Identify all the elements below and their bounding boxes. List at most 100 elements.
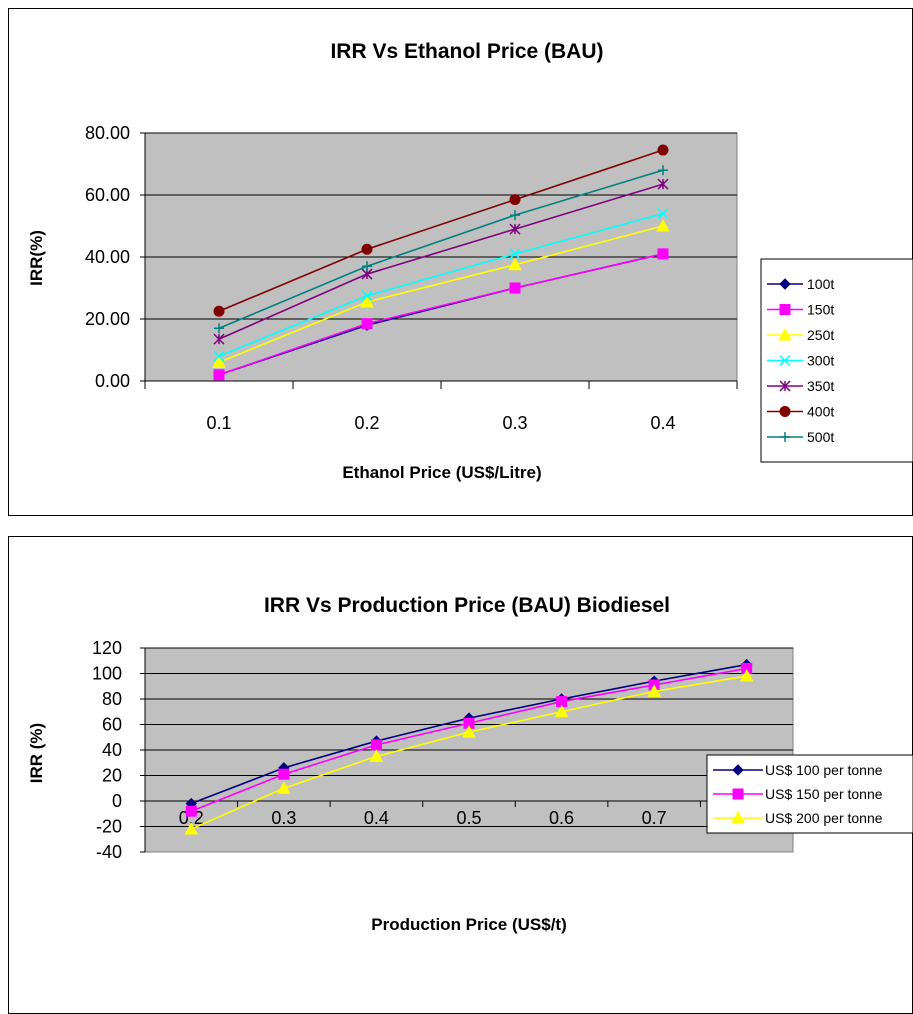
data-point-400t-0.1 — [213, 305, 225, 317]
x-axis-title: Ethanol Price (US$/Litre) — [342, 463, 541, 482]
chart-title: IRR Vs Production Price (BAU) Biodiesel — [264, 594, 670, 617]
series-line-150t — [218, 253, 664, 376]
data-point-350t-0.1 — [213, 333, 225, 345]
legend-marker-350t — [779, 380, 791, 392]
legend: 100t 150t 250t 300t 350t 400t 500t — [760, 258, 913, 463]
series-500t — [214, 165, 668, 334]
data-point-300t-0.3 — [509, 248, 521, 260]
y-tick-label: 80 — [102, 689, 122, 709]
y-axis-title: IRR(%) — [27, 230, 46, 286]
data-point-150t-0.4 — [657, 248, 669, 260]
data-point-us-150-per-tonne-0.4 — [370, 739, 382, 751]
data-point-300t-0.2 — [361, 290, 373, 302]
y-tick-label: -20 — [96, 817, 122, 837]
x-tick-label: 0.3 — [502, 413, 527, 433]
data-point-150t-0.3 — [509, 282, 521, 294]
data-point-150t-0.1 — [213, 369, 225, 381]
chart-2: IRR Vs Production Price (BAU) Biodiesel -… — [27, 594, 913, 934]
data-point-500t-0.2 — [362, 261, 372, 272]
data-point-400t-0.2 — [361, 243, 373, 255]
x-tick-label: 0.6 — [549, 808, 574, 828]
legend-marker-us-150-per-tonne — [732, 788, 744, 800]
legend-marker-100t — [779, 278, 791, 290]
series-line-400t — [218, 149, 664, 312]
legend-label-300t: 300t — [807, 353, 834, 369]
legend-marker-300t — [779, 354, 791, 367]
data-point-300t-0.1 — [213, 350, 225, 362]
series-us-200-per-tonne — [184, 669, 754, 835]
legend-label-us-150-per-tonne: US$ 150 per tonne — [765, 786, 883, 802]
y-tick-label: -40 — [96, 842, 122, 862]
y-tick-label: 40.00 — [85, 247, 130, 267]
series-line-250t — [218, 225, 664, 364]
chart-1: IRR Vs Ethanol Price (BAU) 0.00 20.00 40.00… — [27, 40, 913, 482]
x-tick-label: 0.4 — [650, 413, 675, 433]
legend-marker-250t — [778, 327, 792, 341]
data-point-us-200-per-tonne-0.5 — [462, 725, 476, 738]
data-point-350t-0.3 — [509, 223, 521, 235]
legend: US$ 100 per tonne US$ 150 per tonne US$ 20… — [706, 754, 913, 834]
y-tick-label: 20.00 — [85, 309, 130, 329]
y-tick-label: 80.00 — [85, 123, 130, 143]
x-tick-label: 0.2 — [354, 413, 379, 433]
data-point-400t-0.3 — [509, 194, 521, 206]
data-point-350t-0.4 — [657, 178, 669, 190]
x-tick-label: 0.1 — [206, 413, 231, 433]
series-250t — [212, 218, 670, 368]
legend-marker-150t — [779, 304, 791, 315]
legend-label-250t: 250t — [807, 327, 834, 343]
data-point-250t-0.3 — [508, 257, 522, 271]
x-axis-title: Production Price (US$/t) — [371, 915, 567, 934]
data-point-150t-0.2 — [361, 318, 373, 330]
legend-label-400t: 400t — [807, 404, 834, 420]
legend-label-150t: 150t — [807, 302, 834, 318]
data-point-us-200-per-tonne-0.8 — [739, 669, 754, 682]
data-point-250t-0.1 — [212, 355, 226, 368]
x-tick-label: 0.3 — [271, 808, 296, 828]
x-tick-label: 0.2 — [179, 808, 204, 828]
data-point-us-200-per-tonne-0.4 — [369, 749, 384, 762]
chart-title: IRR Vs Ethanol Price (BAU) — [330, 40, 603, 63]
data-point-us-200-per-tonne-0.3 — [277, 781, 291, 794]
y-tick-label: 60.00 — [85, 185, 130, 205]
data-point-us-200-per-tonne-0.6 — [554, 704, 569, 718]
legend-label-100t: 100t — [807, 276, 834, 292]
data-point-us-150-per-tonne-0.3 — [278, 768, 290, 780]
legend-marker-us-100-per-tonne — [732, 764, 744, 776]
series-150t — [213, 248, 669, 381]
legend-marker-500t — [780, 432, 790, 442]
legend-label-500t: 500t — [807, 429, 834, 445]
data-point-us-200-per-tonne-0.2 — [184, 822, 199, 835]
y-tick-label: 20 — [102, 766, 122, 786]
data-point-us-200-per-tonne-0.7 — [647, 684, 661, 697]
series-400t — [213, 144, 669, 317]
y-tick-label: 120 — [92, 638, 122, 658]
legend-marker-400t — [779, 406, 791, 417]
legend-label-us-200-per-tonne: US$ 200 per tonne — [765, 810, 883, 826]
y-tick-label: 100 — [92, 664, 122, 684]
legend-marker-us-200-per-tonne — [731, 810, 745, 824]
y-tick-label: 0 — [112, 791, 122, 811]
y-axis-title: IRR (%) — [27, 723, 46, 783]
data-point-500t-0.1 — [214, 323, 224, 334]
legend-label-us-100-per-tonne: US$ 100 per tonne — [765, 762, 883, 778]
data-point-500t-0.3 — [510, 210, 520, 221]
y-tick-label: 40 — [102, 740, 122, 760]
data-point-300t-0.4 — [657, 208, 669, 220]
legend-label-350t: 350t — [807, 378, 834, 394]
series-line-350t — [218, 183, 664, 340]
x-tick-label: 0.4 — [364, 808, 389, 828]
data-point-500t-0.4 — [658, 165, 668, 176]
data-point-us-150-per-tonne-0.2 — [185, 805, 197, 817]
series-line-300t — [218, 212, 664, 357]
data-point-250t-0.2 — [360, 294, 374, 308]
data-point-250t-0.4 — [656, 218, 670, 232]
series-300t — [213, 208, 669, 362]
y-tick-label: 0.00 — [95, 371, 130, 391]
x-tick-label: 0.7 — [642, 808, 667, 828]
x-tick-label: 0.5 — [456, 808, 481, 828]
series-line-500t — [218, 169, 664, 330]
y-tick-label: 60 — [102, 715, 122, 735]
data-point-400t-0.4 — [657, 144, 669, 156]
